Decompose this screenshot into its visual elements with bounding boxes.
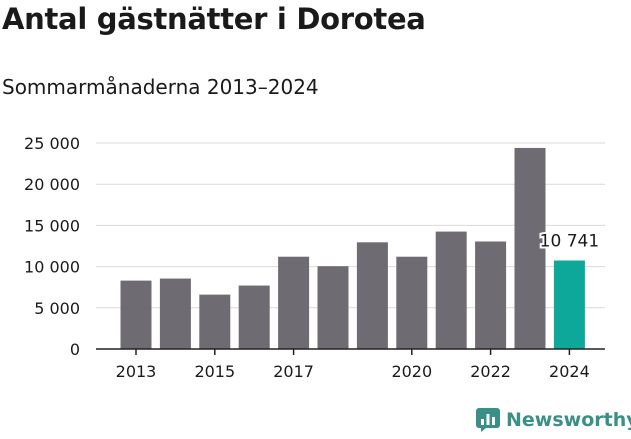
bar-2024 [553,260,585,349]
data-label: 10 741 [540,231,599,251]
x-tick-label: 2024 [549,362,590,381]
bar-2014 [159,278,191,349]
y-tick-label: 5 000 [34,299,80,318]
x-tick-label: 2020 [391,362,432,381]
bar-2019 [356,242,388,349]
y-tick-label: 20 000 [24,175,80,194]
data-labels: 10 741 [538,229,601,253]
bar-2021 [435,231,467,349]
bar-2016 [238,285,270,349]
y-tick-label: 10 000 [24,258,80,277]
bar-2022 [475,241,507,349]
brand-name: Newsworthy [506,409,631,431]
y-tick-label: 25 000 [24,134,80,153]
chart-title: Antal gästnätter i Dorotea [2,2,426,36]
bar-2023 [514,147,546,349]
bar-2018 [317,266,349,349]
bar-2013 [120,280,152,349]
bars [120,147,585,349]
chart-subtitle: Sommarmånaderna 2013–2024 [2,75,319,99]
bar-2020 [396,256,428,349]
x-tick-label: 2022 [470,362,511,381]
x-tick-label: 2015 [194,362,235,381]
x-tick-label: 2013 [116,362,157,381]
brand-logo: Newsworthy [476,408,631,432]
x-axis: 2013 2015 2017 2020 2022 2024 [96,348,605,381]
y-tick-label: 0 [70,340,80,359]
y-tick-label: 15 000 [24,216,80,235]
y-axis-labels: 0 5 000 10 000 15 000 20 000 25 000 [24,134,80,359]
bar-2015 [199,294,231,349]
newsworthy-logo-icon [476,408,500,432]
x-tick-label: 2017 [273,362,314,381]
bar-2017 [278,256,310,349]
